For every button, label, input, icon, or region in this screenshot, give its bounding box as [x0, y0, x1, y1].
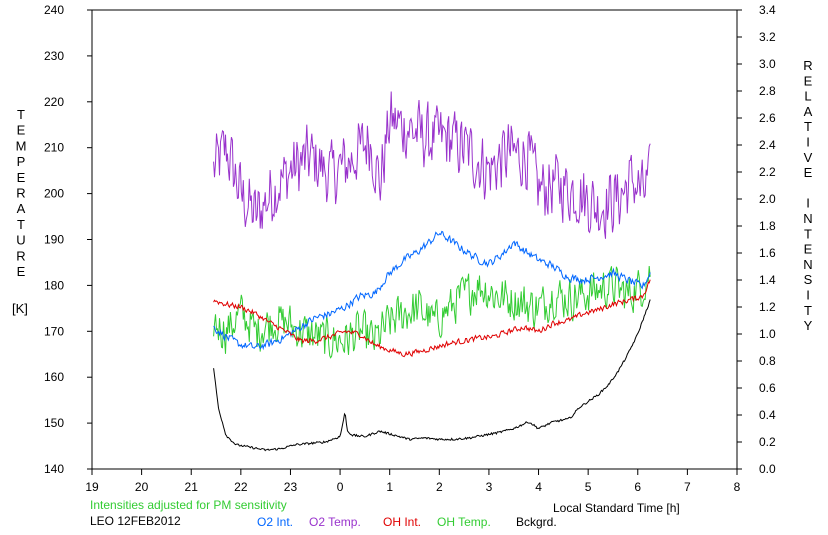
x-tick-label: 19 [85, 480, 99, 494]
left-title-letter: T [17, 217, 25, 232]
right-tick-label: 1.2 [759, 300, 776, 314]
left-title-letter: E [17, 123, 26, 138]
right-title-letter: N [803, 211, 812, 226]
x-axis-label: Local Standard Time [h] [553, 501, 680, 515]
right-title-letter: V [804, 150, 813, 165]
left-axis-unit: [K] [12, 301, 28, 316]
left-tick-label: 210 [44, 141, 64, 155]
series-line [213, 265, 651, 359]
left-title-letter: R [16, 248, 25, 263]
x-tick-label: 21 [185, 480, 199, 494]
x-tick-label: 8 [734, 480, 741, 494]
right-tick-label: 0.4 [759, 408, 776, 422]
x-tick-label: 2 [436, 480, 443, 494]
right-title-letter: E [804, 242, 813, 257]
left-tick-label: 220 [44, 95, 64, 109]
series-line [213, 91, 651, 239]
left-title-letter: E [17, 170, 26, 185]
right-tick-label: 0.6 [759, 381, 776, 395]
x-axis-ticks: 19 20 21 22 23 0 1 2 3 4 5 6 7 8 [85, 469, 741, 494]
left-tick-label: 230 [44, 49, 64, 63]
x-tick-label: 4 [535, 480, 542, 494]
right-title-letter: I [806, 196, 810, 211]
right-tick-label: 3.2 [759, 30, 776, 44]
left-tick-label: 200 [44, 187, 64, 201]
right-tick-label: 1.8 [759, 219, 776, 233]
right-title-letter: T [804, 226, 812, 241]
legend-entry: O2 Temp. [309, 515, 361, 529]
x-tick-label: 7 [684, 480, 691, 494]
station-date-label: LEO 12FEB2012 [90, 514, 181, 528]
left-title-letter: T [17, 107, 25, 122]
right-title-letter: I [806, 135, 810, 150]
right-tick-label: 0.2 [759, 435, 776, 449]
left-title-letter: U [16, 233, 25, 248]
x-tick-label: 23 [284, 480, 298, 494]
right-tick-label: 1.0 [759, 327, 776, 341]
right-title-letter: T [804, 303, 812, 318]
right-tick-label: 0.8 [759, 354, 776, 368]
x-tick-label: 0 [337, 480, 344, 494]
x-tick-label: 5 [585, 480, 592, 494]
right-title-letter: E [804, 73, 813, 88]
right-title-letter: A [804, 104, 813, 119]
right-tick-label: 2.8 [759, 84, 776, 98]
series-line [213, 279, 651, 358]
left-title-letter: R [16, 186, 25, 201]
sensitivity-note: Intensities adjusted for PM sensitivity [90, 498, 287, 512]
right-tick-label: 0.0 [759, 462, 776, 476]
right-title-letter: T [804, 119, 812, 134]
left-tick-label: 150 [44, 416, 64, 430]
right-title-letter: I [806, 288, 810, 303]
right-tick-label: 2.6 [759, 111, 776, 125]
right-tick-label: 3.0 [759, 57, 776, 71]
x-tick-label: 1 [386, 480, 393, 494]
left-title-letter: E [17, 264, 26, 279]
x-tick-label: 6 [634, 480, 641, 494]
legend-entry: OH Temp. [437, 515, 491, 529]
left-title-letter: A [17, 201, 26, 216]
right-tick-label: 2.0 [759, 192, 776, 206]
right-axis-ticks: 0.0 0.2 0.4 0.6 0.8 1.0 1.2 1.4 1.6 1.8 2.0 2.2 2.4 2… [737, 3, 776, 476]
x-tick-label: 3 [486, 480, 493, 494]
left-title-letter: M [16, 138, 27, 153]
legend-entry: OH Int. [383, 515, 421, 529]
right-title-letter: E [804, 165, 813, 180]
right-tick-label: 3.4 [759, 3, 776, 17]
series-line [213, 230, 651, 351]
legend-entry: O2 Int. [257, 515, 293, 529]
left-tick-label: 140 [44, 462, 64, 476]
right-title-letter: S [804, 272, 813, 287]
legend: O2 Int. O2 Temp. OH Int. OH Temp. Bckgrd. [257, 515, 557, 529]
right-title-letter: N [803, 257, 812, 272]
plot-frame [91, 9, 738, 470]
left-tick-label: 180 [44, 278, 64, 292]
x-tick-label: 20 [135, 480, 149, 494]
left-tick-label: 190 [44, 233, 64, 247]
right-tick-label: 1.4 [759, 273, 776, 287]
series-line [213, 299, 651, 452]
legend-entry: Bckgrd. [516, 515, 557, 529]
left-title-letter: P [17, 154, 26, 169]
left-tick-label: 240 [44, 3, 64, 17]
right-tick-label: 2.2 [759, 165, 776, 179]
series-layer [213, 91, 651, 452]
left-tick-label: 160 [44, 370, 64, 384]
right-title-letter: R [803, 58, 812, 73]
left-axis-ticks: 140 150 160 170 180 190 200 210 220 230 240 [44, 3, 92, 476]
right-title-letter: Y [804, 318, 813, 333]
left-tick-label: 170 [44, 324, 64, 338]
x-tick-label: 22 [234, 480, 248, 494]
right-tick-label: 2.4 [759, 138, 776, 152]
right-title-letter: L [804, 89, 811, 104]
right-tick-label: 1.6 [759, 246, 776, 260]
